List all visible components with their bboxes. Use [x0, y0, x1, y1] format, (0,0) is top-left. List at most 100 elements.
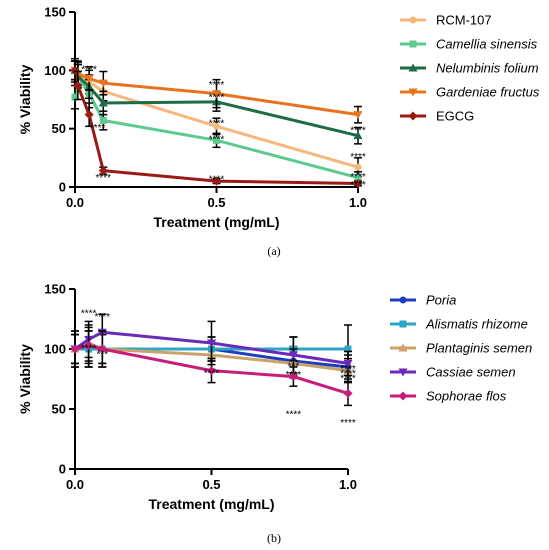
legend-label: Gardeniae fructus [436, 85, 540, 100]
data-point [343, 388, 353, 398]
significance-label: **** [340, 418, 356, 429]
significance-label: **** [96, 173, 112, 184]
legend: RCM-107 Camellia sinensis Nelumbinis foliu… [400, 13, 540, 124]
data-point [212, 176, 221, 186]
legend-item: Camellia sinensis [400, 37, 538, 52]
legend-item: Gardeniae fructus [400, 85, 540, 100]
legend-label: Nelumbinis folium [436, 61, 539, 76]
significance-label: **** [286, 370, 302, 381]
legend-swatch-marker [408, 88, 418, 97]
y-tick-label: 50 [52, 402, 66, 417]
legend-swatch-marker [408, 63, 418, 72]
data-point [213, 136, 220, 144]
significance-label: **** [81, 309, 97, 320]
data-point [354, 174, 362, 182]
data-point [99, 117, 107, 124]
y-tick-label: 0 [59, 180, 66, 195]
chart-panel-1: 0 50 100 150 0.0 0.5 1.0 Treatment (mg/mL) % Via… [17, 5, 540, 259]
significance-label: **** [350, 180, 366, 191]
data-point [288, 351, 298, 360]
legend-label: Alismatis rhizome [425, 317, 528, 332]
legend-item: Plantaginis semen [390, 341, 532, 356]
data-point [98, 166, 108, 176]
x-tick-label: 0.0 [66, 477, 84, 492]
data-point [97, 344, 107, 354]
x-tick-label: 1.0 [349, 195, 367, 210]
series-5 [70, 326, 353, 407]
significance-label: **** [90, 123, 106, 134]
legend-swatch-marker [399, 320, 407, 328]
series-line [74, 330, 349, 365]
significance-label: **** [350, 152, 366, 163]
x-tick-label: 1.0 [339, 477, 357, 492]
legend-label: Plantaginis semen [426, 341, 532, 356]
significance-label: **** [209, 93, 225, 104]
significance-label: **** [340, 364, 356, 375]
legend-label: EGCG [436, 109, 474, 124]
significance-label: **** [286, 409, 302, 420]
data-point [343, 359, 353, 368]
legend: Poria Alismatis rhizome Plantaginis semen C… [390, 293, 532, 404]
significance-label: **** [350, 125, 366, 136]
data-point [354, 163, 362, 171]
significance-label: *** [96, 349, 108, 360]
significance-label: **** [81, 343, 97, 354]
y-axis-title: % Viability [17, 344, 33, 414]
data-point [213, 122, 220, 130]
significance-label: **** [209, 118, 225, 129]
y-tick-label: 150 [44, 282, 66, 297]
y-tick-label: 100 [44, 63, 66, 78]
significance-label: **** [81, 65, 97, 76]
legend-swatch-marker [398, 343, 408, 352]
legend-swatch-marker [398, 391, 408, 401]
legend-label: Poria [426, 293, 456, 308]
legend-swatch-marker [409, 16, 417, 24]
significance-label: **** [209, 80, 225, 91]
legend-label: Camellia sinensis [436, 37, 538, 52]
series-5 [70, 57, 363, 188]
legend-swatch-marker [409, 40, 417, 48]
y-tick-label: 50 [52, 121, 66, 136]
legend-item: Cassiae semen [390, 365, 516, 380]
data-point [73, 81, 83, 90]
y-tick-label: 150 [44, 5, 66, 20]
legend-swatch-marker [399, 296, 407, 304]
significance-label: **** [209, 174, 225, 185]
legend-swatch-marker [408, 111, 418, 121]
legend-item: RCM-107 [400, 13, 492, 28]
data-point [353, 131, 363, 140]
chart-panel-2: 0 50 100 150 0.0 0.5 1.0 Treatment (mg/mL) % Via… [17, 282, 532, 546]
data-point [84, 110, 94, 120]
legend-label: Cassiae semen [426, 365, 516, 380]
panel-caption: (a) [267, 244, 280, 258]
x-tick-label: 0.5 [202, 477, 220, 492]
x-tick-label: 0.5 [207, 195, 225, 210]
x-axis-title: Treatment (mg/mL) [153, 214, 279, 230]
significance-label: **** [350, 172, 366, 183]
significance-label: *** [288, 361, 300, 372]
data-point [212, 90, 221, 99]
x-axis-title: Treatment (mg/mL) [148, 496, 274, 512]
y-axis-title: % Viability [17, 64, 33, 134]
data-point [353, 111, 363, 120]
legend-item: Nelumbinis folium [400, 61, 539, 76]
legend-item: Sophorae flos [390, 389, 507, 404]
data-point [98, 98, 108, 107]
significance-label: **** [209, 135, 225, 146]
y-tick-label: 0 [59, 462, 66, 477]
x-tick-label: 0.0 [66, 195, 84, 210]
significance-label: **** [340, 369, 356, 380]
legend-item: Alismatis rhizome [390, 317, 528, 332]
legend-item: Poria [390, 293, 456, 308]
significance-label: **** [204, 369, 220, 380]
legend-swatch-marker [398, 368, 408, 377]
legend-label: RCM-107 [436, 13, 492, 28]
data-point [98, 79, 108, 88]
data-point [84, 340, 94, 350]
data-point [207, 366, 216, 376]
significance-label: **** [95, 312, 111, 323]
data-point [288, 372, 298, 382]
data-point [84, 75, 94, 83]
panel-caption: (b) [267, 531, 281, 545]
